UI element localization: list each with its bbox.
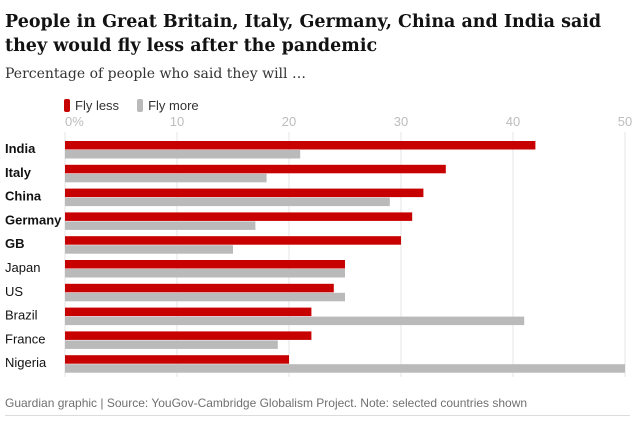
bar-chart: 0% 10 20 30 40 50 India Italy China Germany GB Japa…	[5, 114, 632, 377]
x-tick-label-30: 30	[394, 114, 408, 129]
bar-brazil-fly-more	[65, 316, 525, 326]
category-label-france: France	[5, 331, 45, 346]
legend-label-fly-less: Fly less	[75, 98, 120, 113]
category-label-us: US	[5, 284, 23, 299]
bar-india-fly-less	[65, 141, 536, 150]
category-label-nigeria: Nigeria	[5, 355, 47, 370]
category-label-brazil: Brazil	[5, 308, 38, 323]
x-tick-label-10: 10	[170, 114, 184, 129]
category-label-india: India	[5, 141, 36, 156]
chart-footer: Guardian graphic | Source: YouGov-Cambri…	[5, 396, 528, 410]
legend-swatch-fly-more	[137, 99, 144, 112]
bar-italy-fly-less	[65, 164, 446, 174]
category-label-china: China	[5, 189, 42, 204]
bar-china-fly-less	[65, 188, 424, 198]
legend-item-fly-more: Fly more	[137, 98, 199, 113]
bar-us-fly-more	[65, 292, 345, 302]
x-tick-label-40: 40	[506, 114, 520, 129]
category-label-italy: Italy	[5, 165, 32, 180]
legend-label-fly-more: Fly more	[148, 98, 199, 113]
chart-subtitle: Percentage of people who said they will …	[5, 66, 306, 82]
x-tick-label-0: 0%	[65, 114, 84, 129]
bar-us-fly-less	[65, 283, 334, 293]
chart-legend: Fly less Fly more	[64, 98, 199, 113]
category-label-germany: Germany	[5, 212, 62, 227]
bar-gb-fly-less	[65, 236, 401, 245]
bar-nigeria-fly-more	[65, 364, 625, 373]
bar-france-fly-more	[65, 340, 278, 349]
legend-item-fly-less: Fly less	[64, 98, 119, 113]
x-tick-label-50: 50	[618, 114, 632, 129]
chart-title: People in Great Britain, Italy, Germany,…	[5, 12, 602, 56]
bar-italy-fly-more	[65, 173, 267, 183]
x-tick-label-20: 20	[282, 114, 296, 129]
bar-india-fly-more	[65, 150, 301, 159]
bar-france-fly-less	[65, 331, 312, 340]
bar-japan-fly-less	[65, 260, 345, 269]
bar-germany-fly-more	[65, 221, 256, 230]
bar-japan-fly-more	[65, 269, 345, 278]
bar-gb-fly-more	[65, 245, 233, 254]
category-label-gb: GB	[5, 236, 25, 251]
bar-nigeria-fly-less	[65, 355, 289, 364]
legend-swatch-fly-less	[64, 99, 70, 112]
bar-china-fly-more	[65, 197, 390, 207]
bar-brazil-fly-less	[65, 307, 312, 317]
bar-germany-fly-less	[65, 212, 413, 221]
footer-rule	[5, 415, 630, 416]
category-label-japan: Japan	[5, 260, 40, 275]
